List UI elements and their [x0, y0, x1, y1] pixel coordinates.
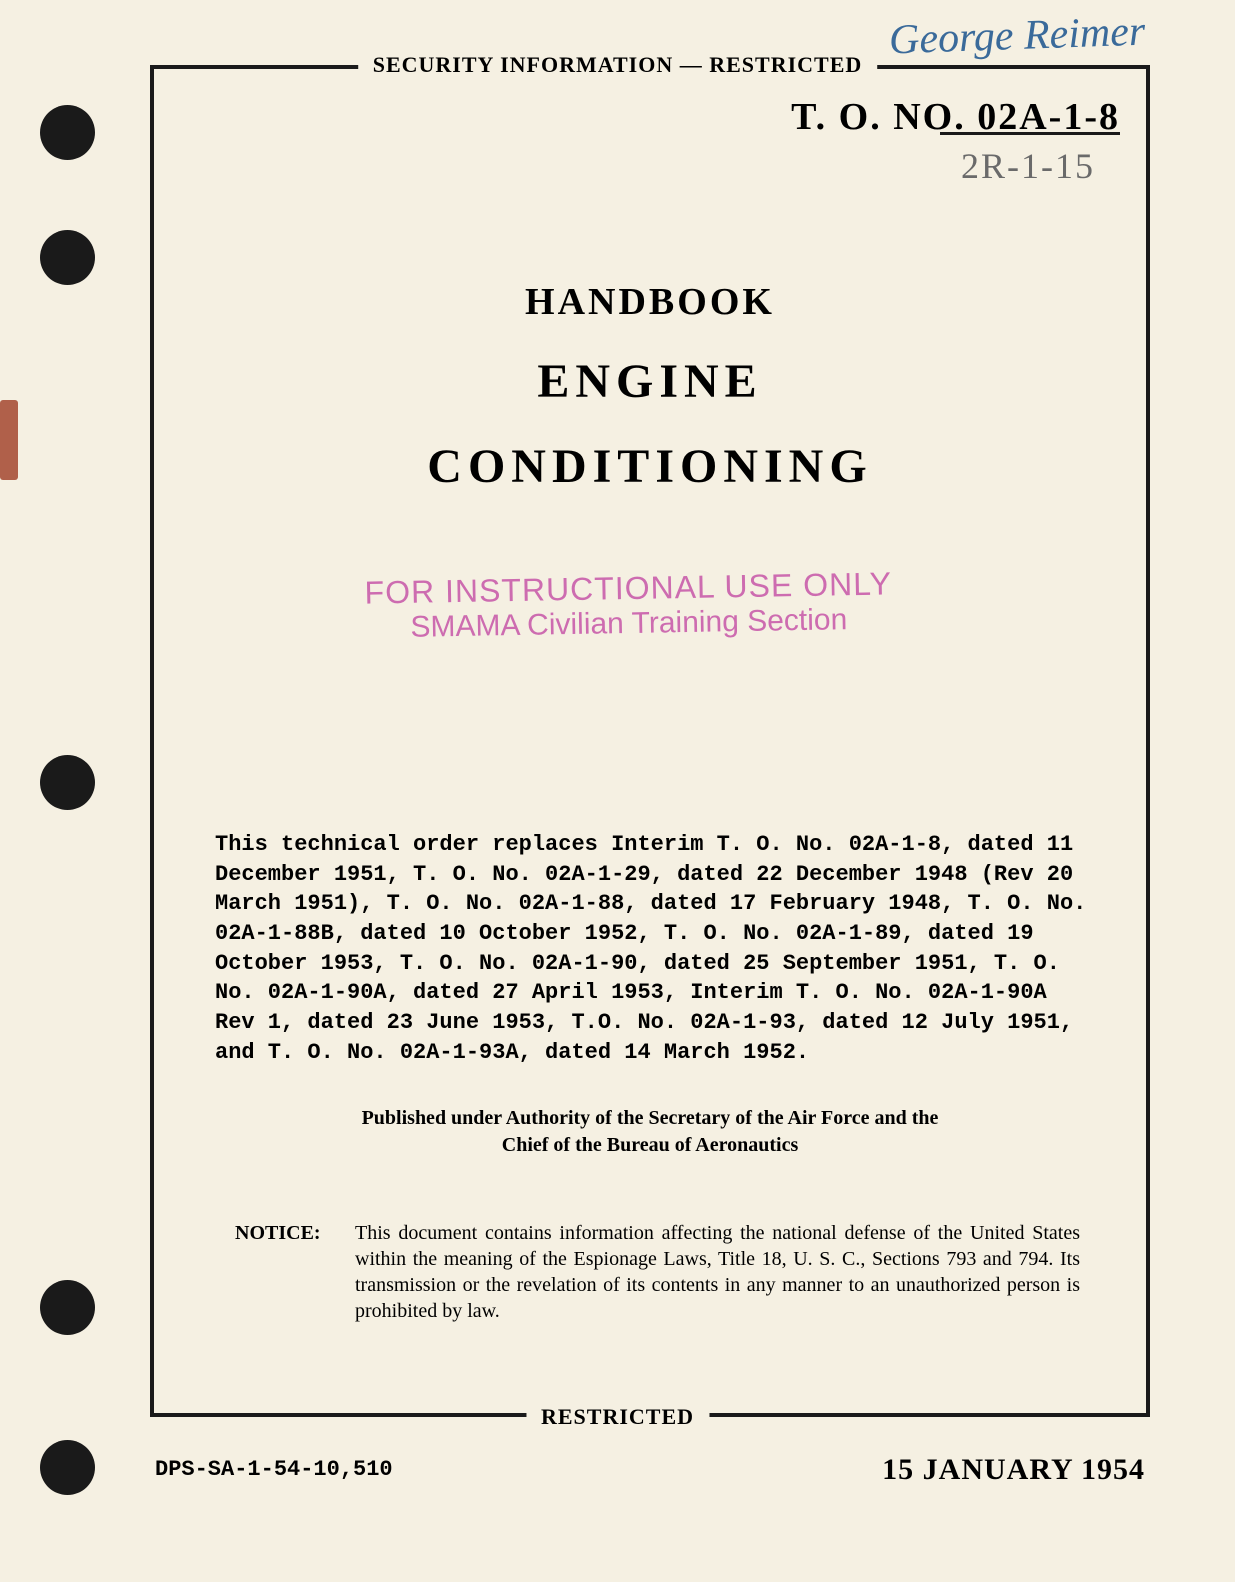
notice-block: NOTICE: This document contains informati… [235, 1220, 1080, 1324]
authority-text: Published under Authority of the Secreta… [150, 1105, 1150, 1159]
title-handbook: HANDBOOK [150, 280, 1150, 324]
notice-label: NOTICE: [235, 1220, 350, 1246]
document-page: George Reimer SECURITY INFORMATION — RES… [0, 0, 1235, 1582]
handwritten-signature: George Reimer [888, 8, 1146, 65]
notice-text: This document contains information affec… [355, 1220, 1080, 1324]
instructional-stamp: FOR INSTRUCTIONAL USE ONLY SMAMA Civilia… [364, 565, 893, 645]
punch-hole [40, 230, 95, 285]
punch-hole [40, 105, 95, 160]
title-block: HANDBOOK ENGINE CONDITIONING [150, 280, 1150, 494]
main-border [150, 65, 1150, 1417]
replacement-paragraph: This technical order replaces Interim T.… [215, 830, 1090, 1068]
footer-document-id: DPS-SA-1-54-10,510 [155, 1457, 393, 1482]
to-number-underline [940, 132, 1120, 135]
handwritten-number: 2R-1-15 [961, 145, 1095, 187]
title-engine: ENGINE [150, 354, 1150, 409]
footer-date: 15 JANUARY 1954 [882, 1453, 1145, 1487]
punch-hole [40, 1440, 95, 1495]
title-conditioning: CONDITIONING [150, 439, 1150, 494]
classification-top: SECURITY INFORMATION — RESTRICTED [358, 52, 878, 78]
authority-line2: Chief of the Bureau of Aeronautics [150, 1132, 1150, 1159]
punch-hole [40, 755, 95, 810]
classification-bottom: RESTRICTED [526, 1404, 709, 1430]
authority-line1: Published under Authority of the Secreta… [150, 1105, 1150, 1132]
punch-hole [40, 1280, 95, 1335]
staple-mark [0, 400, 18, 480]
